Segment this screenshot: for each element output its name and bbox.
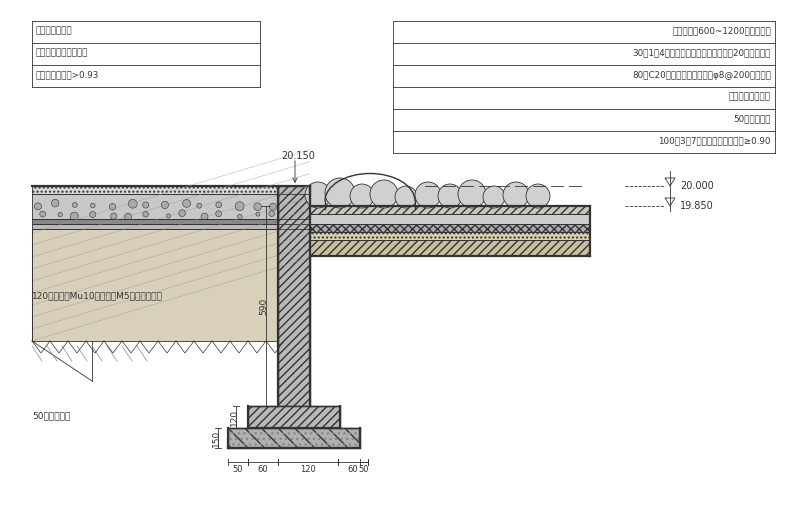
Bar <box>32 219 310 224</box>
Circle shape <box>216 211 222 217</box>
Circle shape <box>269 211 274 216</box>
Circle shape <box>458 180 486 208</box>
Circle shape <box>238 214 242 219</box>
Text: 120: 120 <box>230 409 238 426</box>
Bar <box>310 240 590 256</box>
Text: 100厚3：7灰土夯入土中，压实≥0.90: 100厚3：7灰土夯入土中，压实≥0.90 <box>658 137 771 146</box>
Text: 590: 590 <box>259 297 269 315</box>
Bar <box>32 224 310 229</box>
Text: 150: 150 <box>211 429 221 447</box>
Circle shape <box>70 212 78 220</box>
Circle shape <box>270 203 277 211</box>
Circle shape <box>110 203 116 210</box>
Circle shape <box>350 184 374 208</box>
Circle shape <box>166 214 170 218</box>
Circle shape <box>201 213 208 220</box>
Text: 铺装详见铺装图: 铺装详见铺装图 <box>36 26 73 36</box>
Circle shape <box>483 186 505 208</box>
Circle shape <box>51 199 59 207</box>
Text: 50: 50 <box>233 465 243 475</box>
Text: 随机置块径600~1200大块风化石: 随机置块径600~1200大块风化石 <box>672 26 771 36</box>
Circle shape <box>58 213 62 217</box>
Circle shape <box>129 199 137 208</box>
Circle shape <box>216 202 222 208</box>
Circle shape <box>254 203 262 211</box>
Circle shape <box>370 180 398 208</box>
Circle shape <box>182 200 190 207</box>
Text: 19.850: 19.850 <box>680 201 714 211</box>
Text: 20.150: 20.150 <box>281 151 315 161</box>
Text: 30厚1：4干硬性水泥沙浆粘结层，上浇20厚素水泥膏: 30厚1：4干硬性水泥沙浆粘结层，上浇20厚素水泥膏 <box>633 49 771 57</box>
Text: 120: 120 <box>300 465 316 475</box>
Text: 120厚砖砌，Mu10砂灰砖，M5水泥砂浆砌筑: 120厚砖砌，Mu10砂灰砖，M5水泥砂浆砌筑 <box>32 292 163 300</box>
Text: 50厚中砂垫层: 50厚中砂垫层 <box>734 115 771 123</box>
Circle shape <box>178 210 186 217</box>
Circle shape <box>290 202 298 208</box>
Text: 20.000: 20.000 <box>680 181 714 191</box>
Text: 膨润土防水毯满铺: 膨润土防水毯满铺 <box>729 92 771 102</box>
Circle shape <box>142 202 149 208</box>
Circle shape <box>90 212 96 218</box>
Circle shape <box>256 212 260 216</box>
Bar <box>229 429 359 447</box>
Circle shape <box>72 202 78 207</box>
Bar <box>228 428 360 448</box>
Bar <box>310 224 590 232</box>
Circle shape <box>125 213 131 220</box>
Circle shape <box>526 184 550 208</box>
Text: 素土夯实，压实>0.93: 素土夯实，压实>0.93 <box>36 71 99 79</box>
Circle shape <box>415 182 441 208</box>
Text: 50厚素地垫层: 50厚素地垫层 <box>32 411 70 421</box>
Bar <box>32 186 310 194</box>
Circle shape <box>235 202 244 211</box>
Circle shape <box>503 182 529 208</box>
Text: 80厚C20细石砼保护层，内配φ8@200双向钢筋: 80厚C20细石砼保护层，内配φ8@200双向钢筋 <box>632 71 771 79</box>
Circle shape <box>162 201 169 208</box>
Circle shape <box>325 178 355 208</box>
Circle shape <box>438 184 462 208</box>
Text: 60: 60 <box>258 465 268 475</box>
Circle shape <box>197 203 202 208</box>
Circle shape <box>40 211 46 217</box>
Bar <box>32 194 310 219</box>
Bar <box>248 406 340 428</box>
Bar <box>310 206 590 214</box>
Bar <box>278 186 310 406</box>
Circle shape <box>395 186 417 208</box>
Circle shape <box>110 213 117 219</box>
Bar <box>310 232 590 240</box>
Text: 50: 50 <box>358 465 370 475</box>
Circle shape <box>305 182 331 208</box>
Text: 60: 60 <box>348 465 358 475</box>
Bar <box>32 229 310 341</box>
Circle shape <box>143 212 148 217</box>
Circle shape <box>288 212 294 217</box>
Bar <box>310 214 590 224</box>
Circle shape <box>90 203 95 208</box>
Text: 道路做法详见标准做法: 道路做法详见标准做法 <box>36 49 89 57</box>
Circle shape <box>34 203 42 210</box>
